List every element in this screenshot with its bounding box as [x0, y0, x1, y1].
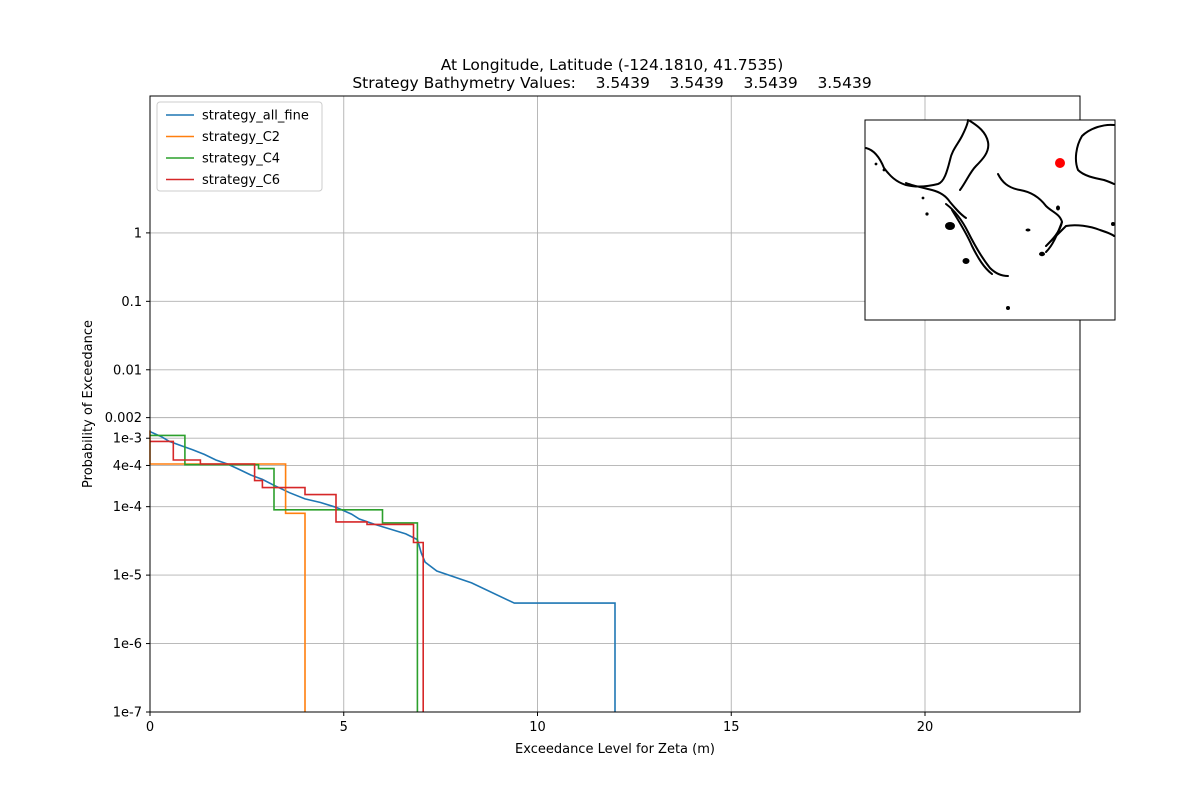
- coastline-spit: [945, 203, 1009, 277]
- island-9: [874, 162, 878, 166]
- island-10: [882, 168, 886, 172]
- legend-label: strategy_C2: [202, 130, 280, 145]
- x-tick-label: 20: [917, 720, 934, 735]
- y-tick-label: 0.1: [121, 295, 142, 310]
- coastline-river: [959, 120, 990, 191]
- island-7: [1025, 228, 1031, 232]
- legend-label: strategy_C6: [202, 173, 280, 188]
- y-tick-label: 1e-6: [113, 637, 142, 652]
- island-3: [1006, 306, 1010, 310]
- y-tick-label: 1e-3: [113, 432, 142, 447]
- y-tick-label: 1: [134, 226, 142, 241]
- y-axis-label: Probability of Exceedance: [81, 320, 96, 488]
- x-tick-label: 15: [723, 720, 740, 735]
- y-tick-label: 1e-7: [113, 706, 142, 721]
- series-line-strategy-C6: [150, 440, 425, 712]
- x-tick-label: 0: [146, 720, 154, 735]
- island-2: [962, 258, 970, 264]
- series-line-strategy-all-fine: [149, 430, 616, 712]
- coastline-east-inlet: [1045, 221, 1063, 253]
- x-tick-label: 5: [340, 720, 348, 735]
- coastline-spit-inner: [951, 209, 993, 275]
- series-line-strategy-C4: [150, 434, 419, 712]
- legend-label: strategy_all_fine: [202, 109, 309, 124]
- legend-label: strategy_C4: [202, 152, 280, 167]
- y-tick-label: 1e-5: [113, 569, 142, 584]
- coastline-east-bay: [1074, 123, 1115, 185]
- x-axis-label: Exceedance Level for Zeta (m): [515, 742, 715, 757]
- series-lines: [149, 430, 616, 712]
- island-shapes: [874, 162, 1115, 310]
- x-axis-ticks: 0 5 10 15 20: [146, 712, 933, 735]
- island-8: [1111, 222, 1115, 226]
- y-tick-label: 0.002: [105, 411, 142, 426]
- island-6: [1056, 205, 1060, 211]
- chart-title: At Longitude, Latitude (-124.1810, 41.75…: [441, 56, 784, 74]
- x-tick-label: 10: [529, 720, 546, 735]
- coastline-channel-north: [905, 182, 967, 219]
- y-tick-label: 0.01: [113, 363, 142, 378]
- location-marker: [1055, 158, 1065, 168]
- plot-frame: [149, 95, 1081, 713]
- island-1: [945, 222, 955, 230]
- inset-map-frame: [864, 119, 1116, 321]
- island-5: [921, 196, 925, 200]
- chart-subtitle: Strategy Bathymetry Values: 3.5439 3.543…: [352, 74, 871, 92]
- island-4: [925, 212, 929, 216]
- legend-box: [156, 101, 323, 192]
- legend: strategy_all_fine strategy_C2 strategy_C4s…: [156, 101, 323, 192]
- island-11: [1039, 251, 1045, 257]
- coastline-west: [865, 119, 969, 188]
- y-axis-ticks: 1 0.1 0.01 0.002 1e-3 4e-4 1e-4 1e-5 1e-6 1e-7: [105, 226, 150, 721]
- inset-map: [864, 119, 1116, 321]
- y-tick-label: 1e-4: [113, 500, 142, 515]
- coastline-shapes: [865, 119, 1115, 277]
- y-tick-label: 4e-4: [113, 459, 142, 474]
